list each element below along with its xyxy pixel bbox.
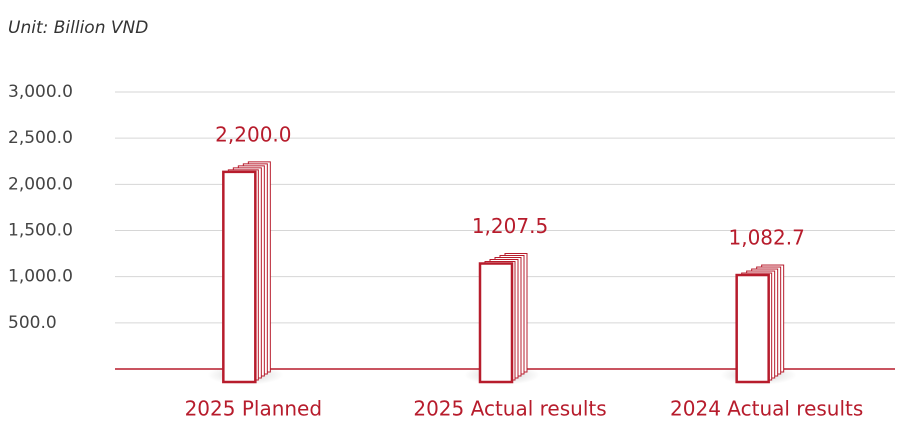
- value-label: 2,200.0: [215, 122, 291, 146]
- bar: [478, 262, 514, 384]
- y-tick-label: 2,500.0: [8, 128, 73, 148]
- y-tick-label: 2,000.0: [8, 174, 73, 194]
- x-tick-label: 2025 Actual results: [413, 397, 606, 421]
- value-label: 1,082.7: [728, 226, 804, 250]
- x-tick-label: 2024 Actual results: [670, 397, 863, 421]
- y-tick-label: 3,000.0: [8, 82, 73, 102]
- bar: [222, 170, 257, 384]
- x-tick-label: 2025 Planned: [185, 397, 322, 421]
- bar: [735, 273, 770, 384]
- y-tick-label: 500.0: [8, 313, 57, 333]
- value-label: 1,207.5: [472, 214, 548, 238]
- y-tick-label: 1,000.0: [8, 267, 73, 287]
- chart-subtitle: Unit: Billion VND: [8, 18, 148, 38]
- y-tick-label: 1,500.0: [8, 221, 73, 241]
